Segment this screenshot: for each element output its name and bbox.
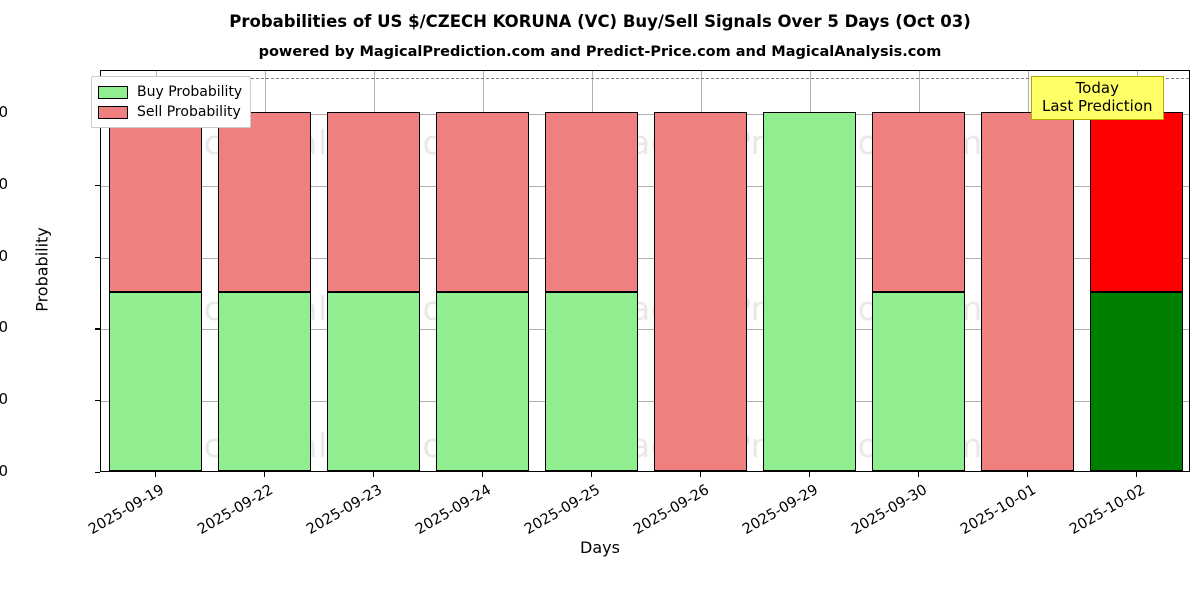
today-annotation: Today Last Prediction — [1031, 76, 1164, 121]
x-tick-mark — [1026, 472, 1028, 477]
bar-segment-sell[interactable] — [544, 112, 639, 292]
x-tick-label: 2025-09-29 — [739, 482, 821, 538]
bar-segment-sell[interactable] — [653, 112, 748, 471]
legend-swatch-icon — [98, 85, 128, 99]
gridline-horizontal — [101, 185, 1189, 187]
x-tick-label: 2025-09-23 — [303, 482, 385, 538]
bar-segment-sell[interactable] — [1089, 112, 1184, 292]
x-tick-label: 2025-09-25 — [521, 482, 603, 538]
x-tick-label: 2025-09-22 — [194, 482, 276, 538]
legend-swatch-icon — [98, 105, 128, 119]
bar-segment-buy[interactable] — [544, 291, 639, 471]
bar-segment-buy[interactable] — [762, 112, 857, 471]
gridline-horizontal — [101, 329, 1189, 331]
x-tick-mark — [917, 472, 919, 477]
legend-item-label: Buy Probability — [137, 84, 243, 100]
x-axis-label: Days — [580, 538, 620, 557]
x-tick-label: 2025-10-01 — [957, 482, 1039, 538]
x-tick-mark — [263, 472, 265, 477]
legend-item[interactable]: Sell Probability — [98, 102, 242, 122]
today-annotation-line2: Last Prediction — [1042, 96, 1153, 115]
bar-segment-buy[interactable] — [217, 291, 312, 471]
bar-group[interactable] — [980, 71, 1075, 471]
chart-legend: Buy Probability Sell Probability — [91, 76, 252, 128]
x-tick-label: 2025-09-30 — [848, 482, 930, 538]
bar-group[interactable] — [435, 71, 530, 471]
y-tick-mark — [95, 328, 100, 330]
y-tick-mark — [95, 472, 100, 474]
bar-segment-sell[interactable] — [435, 112, 530, 292]
y-tick-mark — [95, 256, 100, 258]
y-tick-mark — [95, 400, 100, 402]
legend-item[interactable]: Buy Probability — [98, 82, 242, 102]
plot-area: MagicalAnalysis.comMagicalPrediction.com… — [100, 70, 1190, 472]
x-tick-label: 2025-09-24 — [412, 482, 494, 538]
legend-item-label: Sell Probability — [137, 104, 241, 120]
gridline-horizontal — [101, 401, 1189, 403]
bar-group[interactable] — [762, 71, 857, 471]
y-tick-label: 100 — [0, 103, 8, 122]
x-tick-label: 2025-09-19 — [85, 482, 167, 538]
y-tick-label: 20 — [0, 390, 8, 409]
x-tick-mark — [372, 472, 374, 477]
bar-group[interactable] — [653, 71, 748, 471]
bar-segment-sell[interactable] — [108, 112, 203, 292]
bar-segment-buy[interactable] — [108, 291, 203, 471]
y-tick-label: 40 — [0, 318, 8, 337]
x-tick-mark — [481, 472, 483, 477]
bar-group[interactable] — [871, 71, 966, 471]
x-tick-mark — [590, 472, 592, 477]
bar-segment-buy[interactable] — [435, 291, 530, 471]
bar-segment-buy[interactable] — [326, 291, 421, 471]
bar-group[interactable] — [1089, 71, 1184, 471]
bar-segment-buy[interactable] — [871, 291, 966, 471]
y-tick-label: 0 — [0, 462, 8, 480]
bar-group[interactable] — [544, 71, 639, 471]
threshold-dashed-line — [101, 78, 1189, 80]
bar-group[interactable] — [108, 71, 203, 471]
x-tick-mark — [154, 472, 156, 477]
bar-segment-sell[interactable] — [217, 112, 312, 292]
y-tick-label: 60 — [0, 246, 8, 265]
x-tick-mark — [1135, 472, 1137, 477]
y-tick-label: 80 — [0, 174, 8, 193]
chart-title: Probabilities of US $/CZECH KORUNA (VC) … — [229, 12, 971, 31]
bar-segment-sell[interactable] — [326, 112, 421, 292]
x-tick-mark — [808, 472, 810, 477]
gridline-horizontal — [101, 114, 1189, 116]
x-tick-mark — [699, 472, 701, 477]
bar-segment-buy[interactable] — [1089, 291, 1184, 471]
bar-segment-sell[interactable] — [980, 112, 1075, 471]
y-tick-mark — [95, 184, 100, 187]
x-tick-label: 2025-09-26 — [630, 482, 712, 538]
gridline-horizontal — [101, 257, 1189, 259]
y-axis-label: Probability — [32, 227, 52, 312]
today-annotation-line1: Today — [1075, 79, 1119, 97]
chart-subtitle: powered by MagicalPrediction.com and Pre… — [258, 44, 942, 60]
bar-segment-sell[interactable] — [871, 112, 966, 292]
bar-group[interactable] — [217, 71, 312, 471]
x-tick-label: 2025-10-02 — [1066, 482, 1148, 538]
bar-group[interactable] — [326, 71, 421, 471]
